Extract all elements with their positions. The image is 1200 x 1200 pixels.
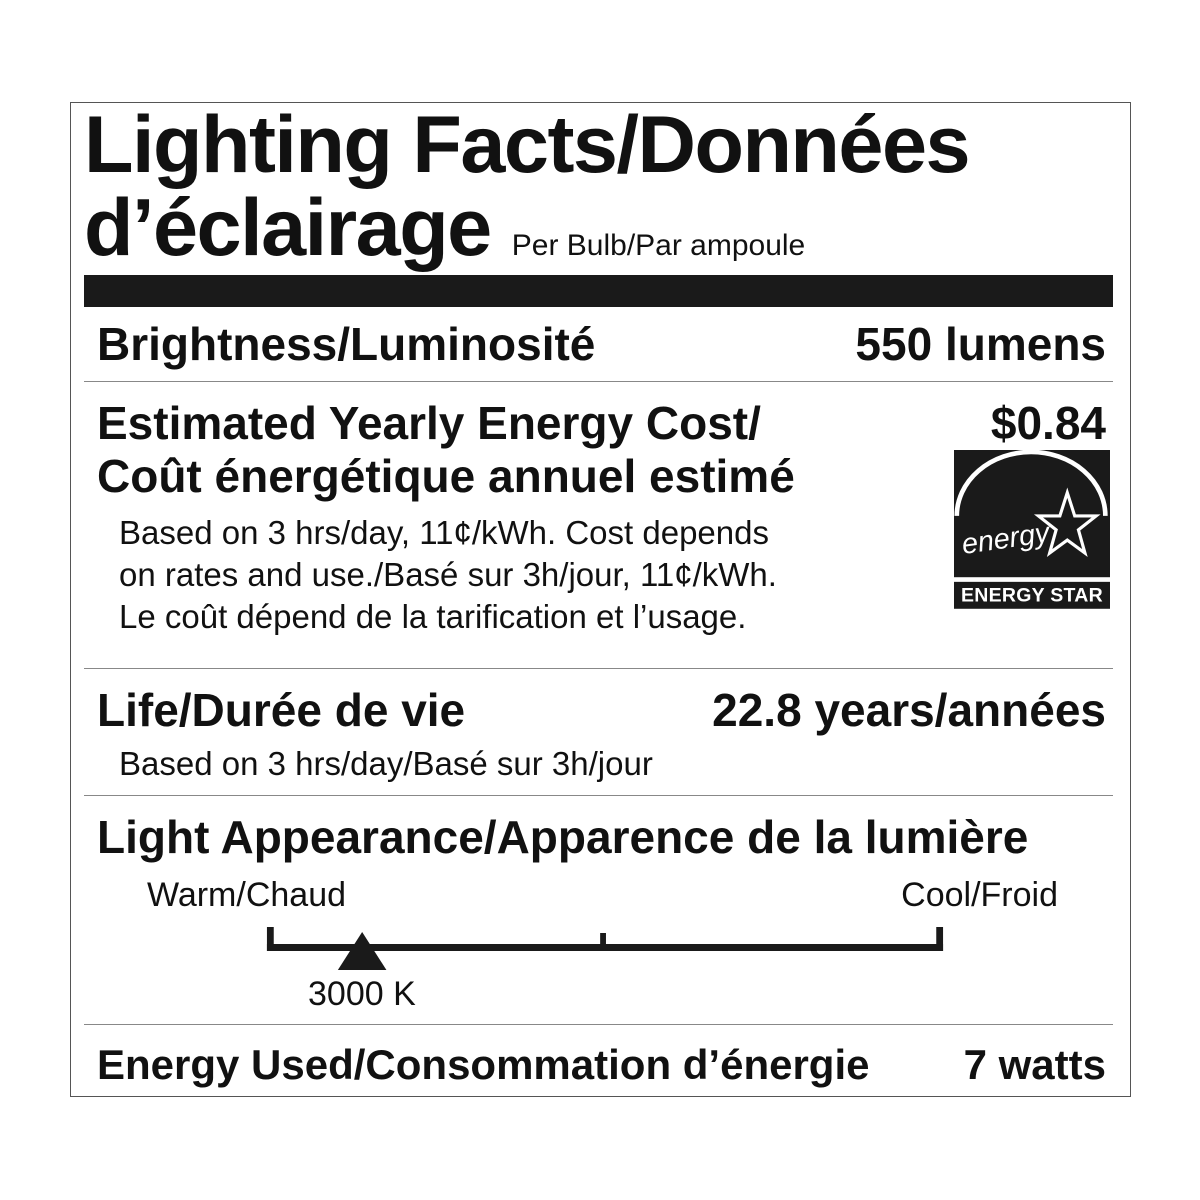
- svg-text:ENERGY STAR: ENERGY STAR: [961, 584, 1103, 606]
